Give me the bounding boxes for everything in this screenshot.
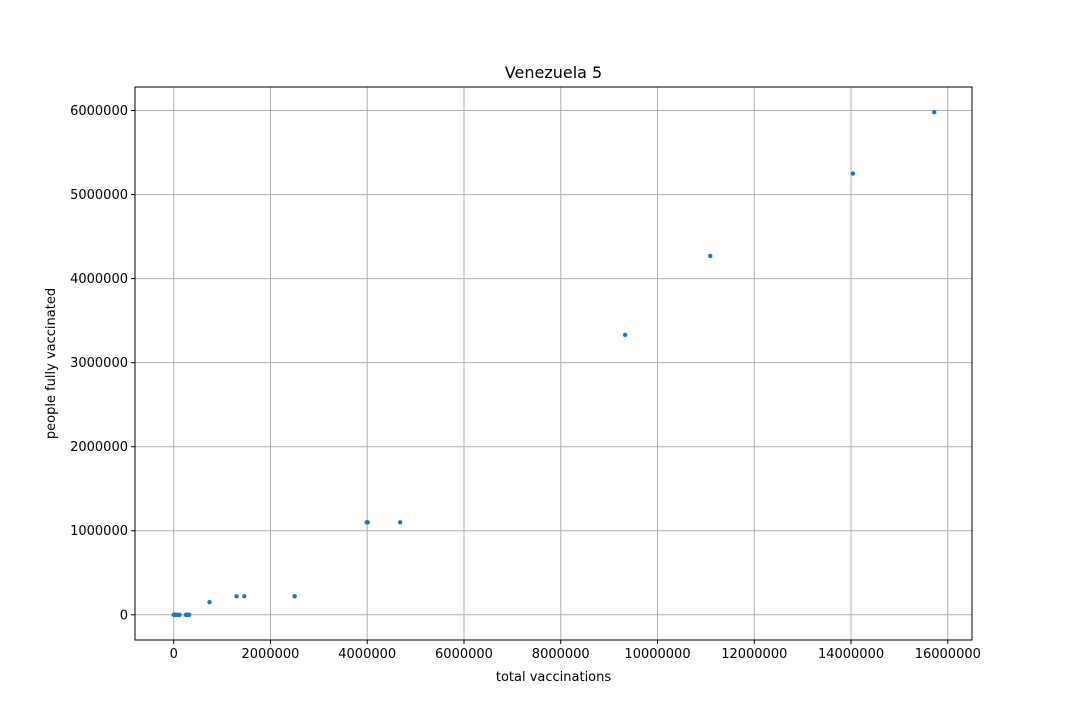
x-axis-label: total vaccinations	[496, 670, 612, 685]
y-tick-label: 4000000	[70, 272, 128, 287]
grid	[135, 87, 972, 640]
data-point	[622, 332, 628, 338]
y-axis-label: people fully vaccinated	[44, 288, 59, 439]
x-tick-label: 16000000	[915, 647, 981, 662]
data-point	[397, 520, 403, 525]
x-tick-label: 8000000	[532, 647, 590, 662]
data-point	[207, 599, 212, 605]
chart-title: Venezuela 5	[505, 63, 602, 82]
data-point	[292, 594, 297, 599]
x-tick-label: 6000000	[435, 647, 493, 662]
data-point	[708, 253, 713, 259]
x-axis-ticks: 0 2000000 4000000 6000000 8000000 10000000 120…	[170, 640, 981, 662]
y-tick-label: 0	[120, 608, 128, 623]
x-tick-label: 10000000	[624, 647, 690, 662]
data-points	[171, 110, 937, 617]
y-tick-label: 5000000	[70, 188, 128, 203]
y-tick-label: 3000000	[70, 356, 128, 371]
x-tick-label: 2000000	[242, 647, 300, 662]
x-tick-label: 4000000	[338, 647, 396, 662]
x-tick-label: 14000000	[818, 647, 884, 662]
y-tick-label: 2000000	[70, 440, 128, 455]
data-point	[932, 110, 937, 115]
data-point	[850, 171, 856, 176]
y-tick-label: 1000000	[70, 524, 128, 539]
x-tick-label: 0	[170, 647, 178, 662]
data-point	[242, 594, 247, 599]
x-tick-label: 12000000	[721, 647, 787, 662]
y-tick-label: 6000000	[70, 104, 128, 119]
plot-frame	[134, 86, 973, 641]
data-point	[234, 594, 239, 599]
data-point	[365, 520, 370, 525]
y-axis-ticks: 0 1000000 2000000 3000000 4000000 5000000 6000…	[70, 104, 135, 623]
data-point	[177, 612, 182, 617]
data-point	[186, 612, 192, 617]
